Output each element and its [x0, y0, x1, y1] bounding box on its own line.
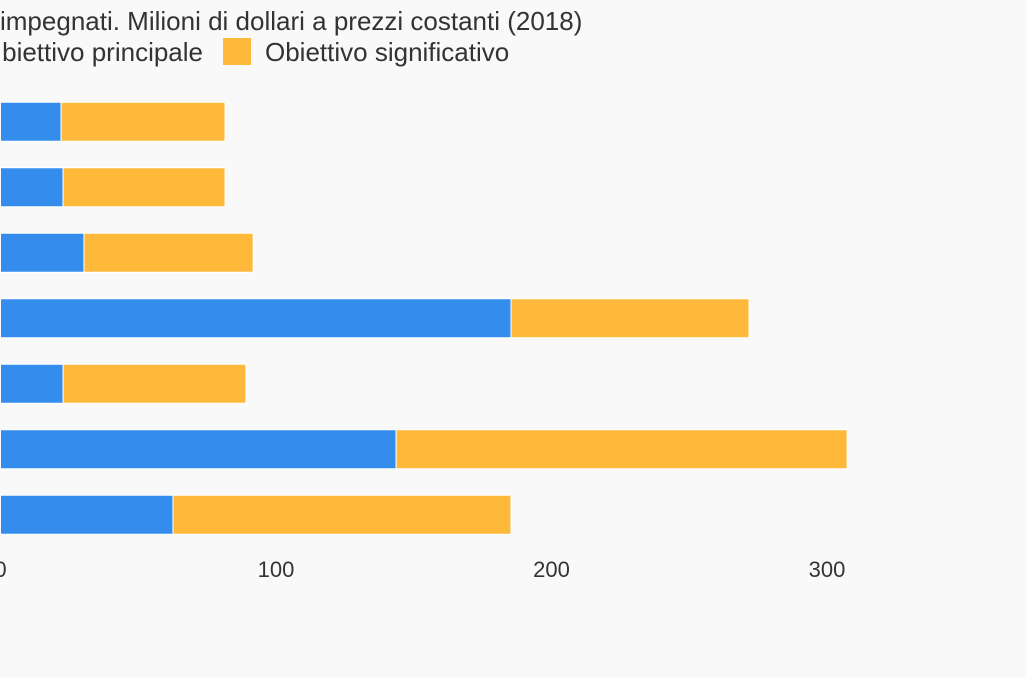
bar-segment: [395, 429, 848, 470]
bar-segment: [60, 101, 226, 142]
chart-title: impegnati. Milioni di dollari a prezzi c…: [0, 6, 582, 36]
x-tick-label: 300: [809, 557, 846, 582]
bar-segment: [62, 167, 226, 208]
bar-segment: [510, 298, 750, 339]
bar-segment: [0, 494, 174, 535]
bar-segment: [83, 232, 254, 273]
legend-label: biettivo principale: [2, 37, 203, 67]
bar-segment: [62, 363, 247, 404]
bar-segment: [0, 232, 85, 273]
bar-segment: [0, 101, 62, 142]
bar-segment: [0, 167, 64, 208]
bar-segment: [0, 298, 512, 339]
legend-label: Obiettivo significativo: [265, 37, 509, 67]
x-tick-label: 0: [0, 557, 7, 582]
x-tick-label: 100: [258, 557, 295, 582]
bar-segment: [0, 429, 397, 470]
legend-swatch: [223, 38, 251, 65]
x-tick-label: 200: [533, 557, 570, 582]
bar-segment: [0, 363, 64, 404]
bar-segment: [172, 494, 512, 535]
